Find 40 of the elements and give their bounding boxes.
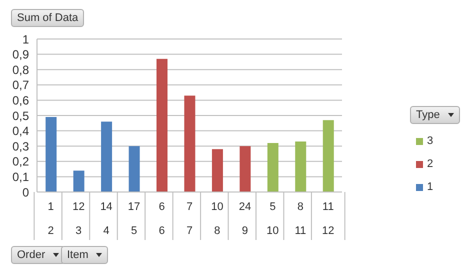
- y-tick-label: 0,9: [12, 48, 30, 62]
- legend-label: 3: [427, 135, 434, 147]
- x-tick-label: 6 6: [158, 201, 165, 237]
- x-tick-label: 24 9: [238, 201, 252, 237]
- y-axis-title: Sum of Data: [17, 12, 78, 24]
- legend-label: 2: [427, 158, 434, 170]
- bar: [73, 170, 84, 192]
- legend-label: 1: [427, 181, 434, 193]
- legend-title: Type: [416, 108, 440, 120]
- x-tick-label: 11 12: [322, 201, 334, 237]
- x-tick-label: 10 8: [211, 201, 224, 237]
- y-tick-label: 0,3: [12, 139, 30, 154]
- y-tick-label: 0,2: [12, 154, 30, 169]
- x-tick-label: 14 4: [100, 201, 112, 237]
- bar: [156, 58, 168, 192]
- bar: [212, 149, 223, 192]
- x-tick-label: 17 5: [128, 201, 140, 237]
- bar: [267, 143, 278, 192]
- bar: [322, 120, 334, 192]
- bar: [128, 146, 140, 192]
- text: Order: [17, 249, 46, 261]
- bar: [184, 96, 196, 192]
- x-tick-label: 12 3: [72, 201, 85, 237]
- x-tick-label: 5 10: [266, 201, 279, 237]
- bar: [240, 146, 251, 192]
- y-tick-label: 0,4: [12, 124, 30, 138]
- bar: [295, 142, 306, 192]
- x-tick-label: 7 7: [186, 201, 193, 237]
- text: Item: [67, 249, 88, 261]
- y-tick-label: 0,6: [12, 93, 30, 108]
- y-tick-label: 0: [22, 185, 30, 200]
- bar: [46, 117, 57, 192]
- bar: [101, 122, 112, 192]
- y-tick-label: 1: [22, 32, 30, 46]
- y-tick-label: 0,5: [12, 108, 30, 123]
- y-tick-label: 0,8: [12, 62, 30, 77]
- x-tick-label: 1 2: [48, 201, 54, 237]
- y-tick-label: 0,1: [12, 170, 30, 184]
- x-tick-label: 8 11: [294, 201, 306, 237]
- y-tick-label: 0,7: [12, 78, 30, 92]
